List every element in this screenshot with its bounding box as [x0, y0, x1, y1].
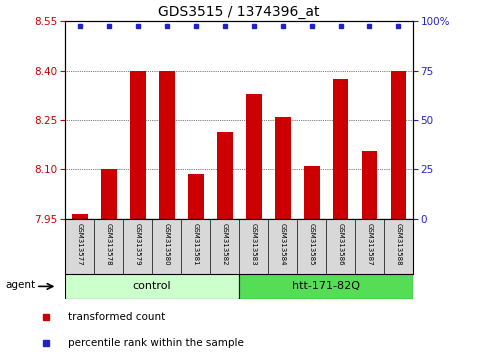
Text: GSM313581: GSM313581	[193, 223, 199, 266]
Text: GSM313577: GSM313577	[77, 223, 83, 266]
Text: GSM313578: GSM313578	[106, 223, 112, 266]
Text: GSM313588: GSM313588	[396, 223, 401, 266]
Text: GSM313585: GSM313585	[309, 223, 314, 266]
Bar	[246, 94, 262, 219]
Text: transformed count: transformed count	[68, 312, 165, 322]
Bar	[188, 174, 204, 219]
Text: control: control	[133, 281, 171, 291]
Text: GSM313584: GSM313584	[280, 223, 285, 266]
Text: GSM313580: GSM313580	[164, 223, 170, 266]
Text: GSM313587: GSM313587	[367, 223, 372, 266]
Text: GSM313583: GSM313583	[251, 223, 256, 266]
Bar	[239, 274, 413, 299]
Text: GSM313586: GSM313586	[338, 223, 343, 266]
Bar	[391, 71, 407, 219]
Bar	[158, 71, 175, 219]
Text: percentile rank within the sample: percentile rank within the sample	[68, 338, 243, 348]
Text: agent: agent	[5, 280, 35, 290]
Bar	[101, 170, 117, 219]
Bar	[216, 132, 233, 219]
Bar	[361, 151, 378, 219]
Title: GDS3515 / 1374396_at: GDS3515 / 1374396_at	[158, 5, 320, 19]
Bar	[129, 71, 146, 219]
Bar	[65, 274, 239, 299]
Text: htt-171-82Q: htt-171-82Q	[292, 281, 360, 291]
Bar	[333, 79, 349, 219]
Bar	[71, 214, 88, 219]
Text: GSM313579: GSM313579	[135, 223, 141, 266]
Bar	[304, 166, 320, 219]
Bar	[275, 117, 291, 219]
Text: GSM313582: GSM313582	[222, 223, 227, 266]
